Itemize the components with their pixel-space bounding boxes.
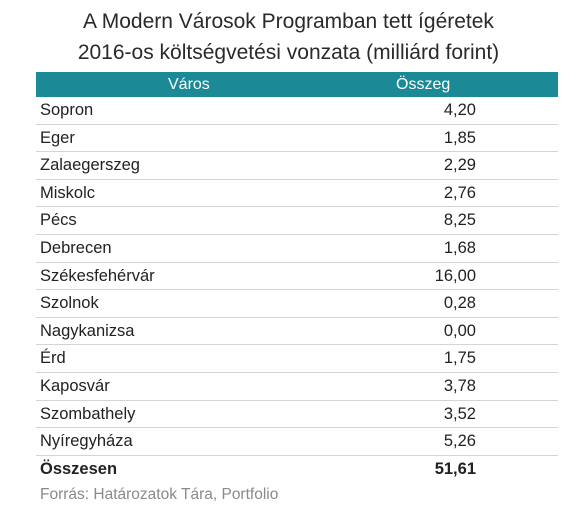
cell-amount: 0,28: [443, 294, 476, 313]
cell-city: Debrecen: [40, 238, 112, 257]
table-row: Debrecen 1,68: [36, 235, 558, 263]
cell-amount: 5,26: [443, 432, 476, 451]
cell-city: Sopron: [40, 101, 94, 119]
table-body: Sopron 4,20 Eger 1,85 Zalaegerszeg 2,29 Miskol…: [36, 97, 558, 456]
cell-city: Eger: [40, 128, 75, 147]
cell-city: Miskolc: [40, 183, 96, 202]
total-label: Összesen: [40, 459, 118, 478]
cell-city: Nyíregyháza: [40, 432, 133, 451]
cell-amount: 4,20: [443, 101, 476, 119]
data-table: Város Összeg Sopron 4,20 Eger 1,85 Zalaegers…: [36, 72, 558, 483]
cell-city: Szombathely: [40, 404, 136, 423]
total-amount: 51,61: [434, 459, 476, 478]
cell-amount: 1,75: [443, 349, 476, 368]
cell-amount: 2,76: [443, 183, 476, 202]
cell-amount: 3,78: [443, 376, 476, 395]
header-amount: Összeg: [396, 76, 451, 93]
table-row: Nyíregyháza 5,26: [36, 428, 558, 456]
cell-city: Székesfehérvár: [40, 266, 155, 285]
cell-city: Szolnok: [40, 294, 99, 313]
cell-city: Nagykanizsa: [40, 321, 135, 340]
table-row: Sopron 4,20: [36, 97, 558, 125]
cell-city: Pécs: [40, 211, 77, 230]
table-row: Szombathely 3,52: [36, 401, 558, 429]
cell-amount: 2,29: [443, 156, 476, 175]
chart-title: A Modern Városok Programban tett ígérete…: [0, 6, 577, 68]
title-line-1: A Modern Városok Programban tett ígérete…: [83, 10, 494, 33]
table-row-total: Összesen 51,61: [36, 456, 558, 484]
title-line-2: 2016-os költségvetési vonzata (milliárd …: [77, 41, 500, 64]
table-row: Szolnok 0,28: [36, 290, 558, 318]
cell-city: Zalaegerszeg: [40, 156, 140, 175]
table-row: Kaposvár 3,78: [36, 373, 558, 401]
table-row: Eger 1,85: [36, 125, 558, 153]
source-note: Forrás: Határozatok Tára, Portfolio: [40, 486, 279, 503]
cell-amount: 1,68: [443, 238, 476, 257]
table-row: Zalaegerszeg 2,29: [36, 152, 558, 180]
cell-amount: 1,85: [443, 128, 476, 147]
cell-city: Érd: [40, 349, 66, 368]
table-row: Székesfehérvár 16,00: [36, 263, 558, 291]
table-row: Miskolc 2,76: [36, 180, 558, 208]
table-header: Város Összeg: [36, 72, 558, 97]
cell-amount: 8,25: [443, 211, 476, 230]
cell-amount: 16,00: [434, 266, 476, 285]
table-row: Pécs 8,25: [36, 207, 558, 235]
cell-city: Kaposvár: [40, 376, 110, 395]
cell-amount: 0,00: [443, 321, 476, 340]
table-row: Érd 1,75: [36, 345, 558, 373]
header-city: Város: [168, 76, 210, 93]
table-row: Nagykanizsa 0,00: [36, 318, 558, 346]
cell-amount: 3,52: [443, 404, 476, 423]
